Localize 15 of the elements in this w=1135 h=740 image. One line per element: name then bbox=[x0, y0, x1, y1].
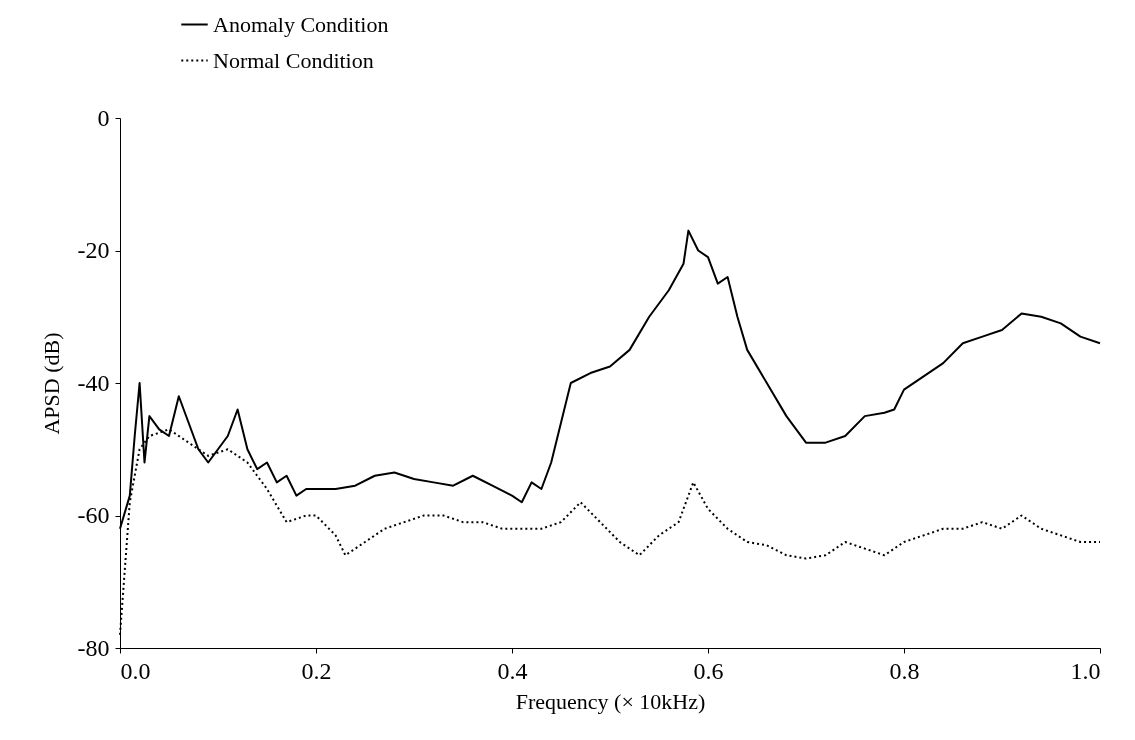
y-tick-label: -20 bbox=[77, 237, 110, 263]
y-tick-label: -60 bbox=[77, 502, 110, 528]
x-tick-label: 0.4 bbox=[497, 657, 528, 684]
x-tick-label: 0.2 bbox=[301, 657, 332, 684]
x-tick-label: 1.0 bbox=[1070, 657, 1101, 684]
y-tick-label: -80 bbox=[77, 634, 110, 661]
y-tick-label: -40 bbox=[77, 369, 110, 396]
x-tick-label: 0.0 bbox=[120, 657, 151, 684]
x-axis-title: Frequency (× 10kHz) bbox=[515, 688, 706, 714]
legend-label: Anomaly Condition bbox=[213, 11, 389, 37]
y-tick-label: 0 bbox=[97, 104, 110, 131]
x-tick-label: 0.8 bbox=[889, 657, 920, 684]
legend-label: Normal Condition bbox=[213, 47, 374, 73]
x-tick-label: 0.6 bbox=[693, 657, 724, 684]
y-axis-title: APSD (dB) bbox=[38, 332, 64, 435]
